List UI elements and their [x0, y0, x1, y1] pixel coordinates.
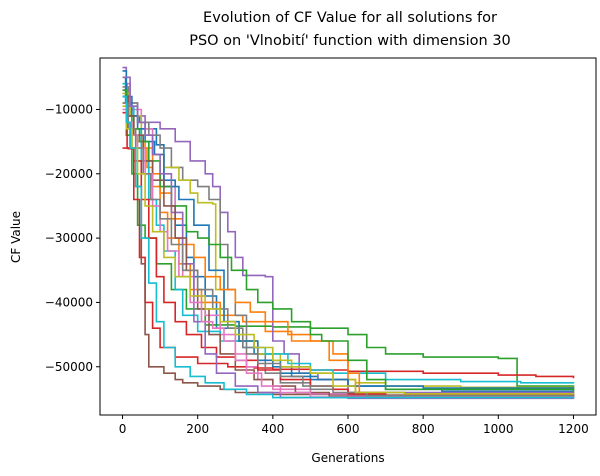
y-tick-label: −10000 — [45, 102, 93, 116]
series-line-16 — [122, 95, 575, 398]
x-axis-label: Generations — [311, 451, 384, 465]
x-tick-label: 1200 — [558, 422, 589, 436]
x-tick-label: 600 — [337, 422, 360, 436]
series-line-13 — [122, 89, 575, 393]
x-tick-label: 1000 — [483, 422, 514, 436]
y-axis-label: CF Value — [9, 211, 23, 263]
series-line-4 — [122, 111, 575, 379]
x-tick-label: 400 — [261, 422, 284, 436]
series-line-18 — [122, 102, 575, 397]
chart-title-line-2: PSO on 'Vlnobití' function with dimensio… — [189, 33, 511, 49]
y-tick-label: −40000 — [45, 295, 93, 309]
x-tick-label: 800 — [412, 422, 435, 436]
series-line-20 — [122, 95, 575, 399]
axes-frame — [99, 57, 597, 416]
y-tick-label: −30000 — [45, 231, 93, 245]
chart-title-line-1: Evolution of CF Value for all solutions … — [203, 10, 497, 26]
series-line-19 — [122, 105, 575, 395]
x-tick-label: 200 — [186, 422, 209, 436]
x-tick-label: 0 — [119, 422, 127, 436]
axis-ticks: 0 200 400 600 800 1000 1200 −10000 −20000 −30000 −… — [45, 102, 589, 436]
series-lines — [122, 66, 575, 400]
y-tick-label: −50000 — [45, 360, 93, 374]
y-tick-label: −20000 — [45, 167, 93, 181]
series-line-11 — [122, 70, 575, 389]
